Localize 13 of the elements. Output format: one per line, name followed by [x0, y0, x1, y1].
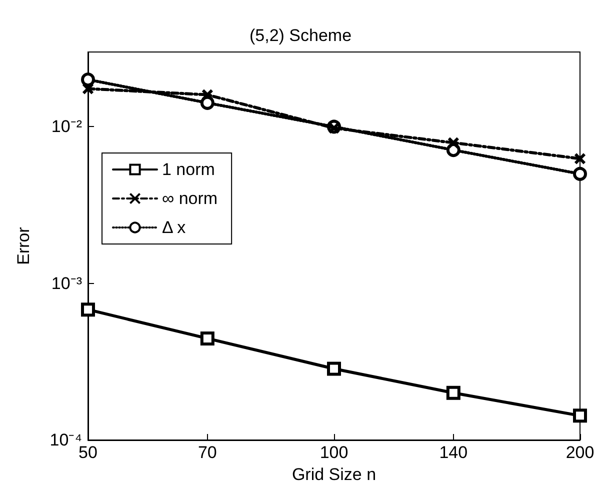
x-axis-title: Grid Size n	[292, 464, 376, 484]
x-tick-label: 70	[198, 443, 217, 462]
y-tick-label: 10⁻²	[51, 117, 82, 136]
legend-label: 1 norm	[162, 160, 215, 179]
x-tick-label: 50	[78, 443, 98, 462]
x-tick-label: 200	[566, 443, 594, 462]
y-axis-title: Error	[14, 226, 33, 265]
legend-label: Δ x	[162, 218, 186, 237]
y-tick-label: 10⁻³	[51, 274, 82, 293]
legend-label: ∞ norm	[162, 189, 218, 208]
x-tick-label: 100	[320, 443, 348, 462]
x-tick-label: 140	[439, 443, 468, 462]
chart-title: (5,2) Scheme	[249, 26, 352, 45]
